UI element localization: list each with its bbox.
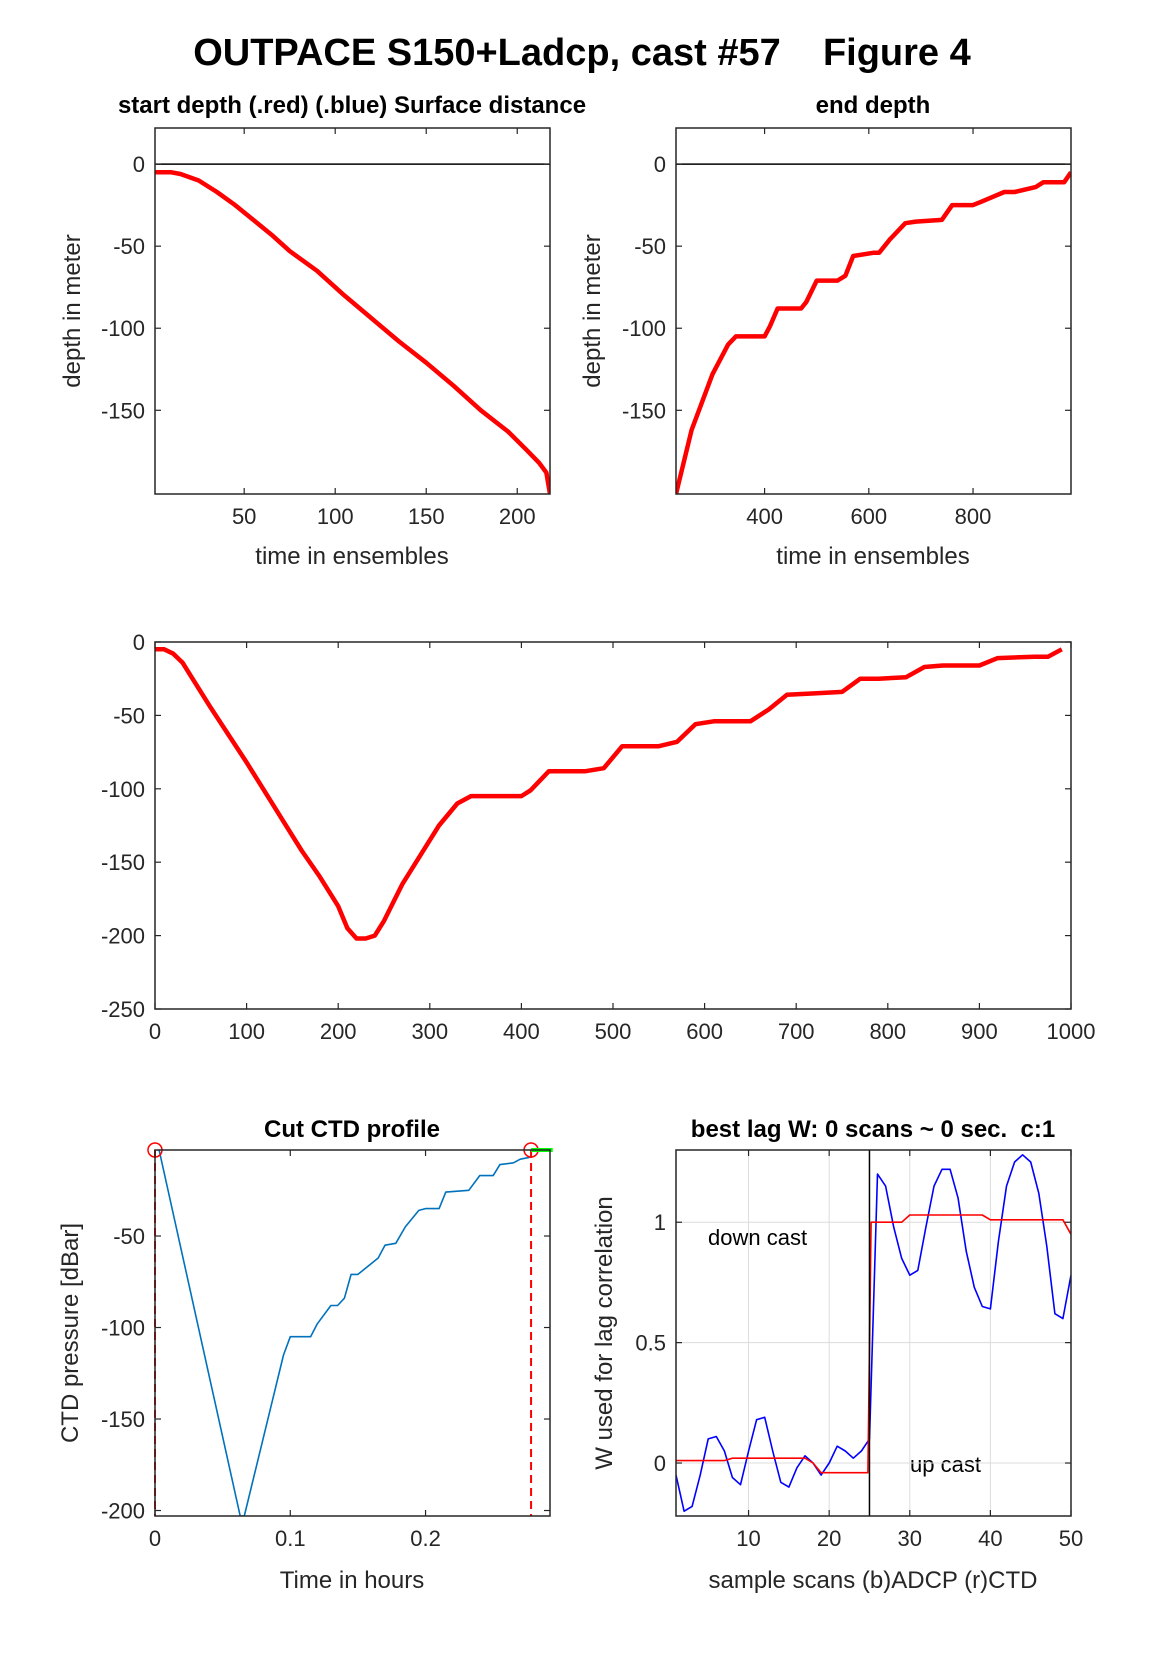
whole-series-0-line bbox=[155, 647, 1063, 941]
panel-lag-correlation: best lag W: 0 scans ~ 0 sec. c:1 sample … bbox=[591, 1116, 1083, 1594]
end-axes-box bbox=[675, 127, 1072, 495]
whole-axes-box bbox=[154, 641, 1072, 1010]
lag-title: best lag W: 0 scans ~ 0 sec. c:1 bbox=[691, 1116, 1055, 1143]
ctd-axes-box bbox=[154, 1149, 551, 1517]
whole-xtick-label-1: 100 bbox=[228, 1019, 265, 1044]
ctd-title: Cut CTD profile bbox=[264, 1116, 440, 1143]
whole-xtick-label-10: 1000 bbox=[1047, 1019, 1096, 1044]
start-depth-title: start depth (.red) (.blue) Surface dista… bbox=[118, 92, 586, 119]
lag-xtick-label-3: 40 bbox=[978, 1526, 1002, 1551]
whole-xtick-label-5: 500 bbox=[595, 1019, 632, 1044]
lag-xtick-label-1: 20 bbox=[817, 1526, 841, 1551]
start-ytick-label-1: -100 bbox=[101, 316, 145, 341]
start-ytick-label-2: -50 bbox=[113, 234, 145, 259]
panel-whole-cast: 0 100 200 300 400 500 600 700 800 900 1000 -250 -200… bbox=[101, 630, 1096, 1044]
ctd-xtick-label-1: 0.1 bbox=[275, 1526, 306, 1551]
end-xtick-label-2: 800 bbox=[955, 504, 992, 529]
panel-ctd-profile: Cut CTD profile Time in hours CTD pressu… bbox=[57, 1116, 553, 1594]
lag-ylabel: W used for lag correlation bbox=[591, 1196, 618, 1469]
start-depth-xlabel: time in ensembles bbox=[255, 543, 448, 570]
lag-xlabel: sample scans (b)ADCP (r)CTD bbox=[709, 1567, 1038, 1594]
start-depth-ylabel: depth in meter bbox=[59, 234, 86, 387]
lag-xtick-label-0: 10 bbox=[736, 1526, 760, 1551]
end-depth-ylabel: depth in meter bbox=[579, 234, 606, 387]
annotation-up-cast: up cast bbox=[910, 1452, 981, 1477]
whole-xtick-label-6: 600 bbox=[686, 1019, 723, 1044]
lag-ytick-label-0: 0 bbox=[654, 1451, 666, 1476]
whole-ytick-label-1: -200 bbox=[101, 924, 145, 949]
ctd-ytick-label-1: -150 bbox=[101, 1407, 145, 1432]
lag-series-ctd-line bbox=[676, 1214, 1071, 1474]
lag-xtick-label-2: 30 bbox=[898, 1526, 922, 1551]
ctd-ytick-label-2: -100 bbox=[101, 1316, 145, 1341]
end-depth-title: end depth bbox=[816, 92, 931, 119]
whole-ytick-label-0: -250 bbox=[101, 997, 145, 1022]
whole-xtick-label-0: 0 bbox=[149, 1019, 161, 1044]
ctd-xtick-label-2: 0.2 bbox=[410, 1526, 441, 1551]
annotation-down-cast: down cast bbox=[708, 1225, 807, 1250]
whole-xtick-label-8: 800 bbox=[869, 1019, 906, 1044]
ctd-ytick-label-0: -200 bbox=[101, 1499, 145, 1524]
start-axes-box bbox=[154, 127, 551, 495]
start-ytick-label-0: -150 bbox=[101, 398, 145, 423]
lag-series-adcp-line bbox=[676, 1154, 1071, 1512]
end-xtick-label-1: 600 bbox=[850, 504, 887, 529]
start-xtick-label-2: 150 bbox=[408, 504, 445, 529]
panel-start-depth: start depth (.red) (.blue) Surface dista… bbox=[59, 92, 586, 570]
whole-ytick-label-2: -150 bbox=[101, 850, 145, 875]
whole-xtick-label-9: 900 bbox=[961, 1019, 998, 1044]
figure-title: OUTPACE S150+Ladcp, cast #57 Figure 4 bbox=[193, 32, 971, 74]
whole-xtick-label-7: 700 bbox=[778, 1019, 815, 1044]
whole-xtick-label-2: 200 bbox=[320, 1019, 357, 1044]
start-series-0-line bbox=[155, 170, 550, 494]
end-ytick-label-3: 0 bbox=[654, 152, 666, 177]
end-ytick-label-0: -150 bbox=[622, 398, 666, 423]
ctd-xlabel: Time in hours bbox=[280, 1567, 425, 1594]
lag-ytick-label-2: 1 bbox=[654, 1210, 666, 1235]
end-ytick-label-2: -50 bbox=[634, 234, 666, 259]
lag-axes-box bbox=[675, 1149, 1072, 1517]
ctd-ytick-label-3: -50 bbox=[113, 1224, 145, 1249]
whole-xtick-label-4: 400 bbox=[503, 1019, 540, 1044]
ctd-ylabel: CTD pressure [dBar] bbox=[57, 1223, 84, 1443]
start-xtick-label-1: 100 bbox=[317, 504, 354, 529]
lag-xtick-label-4: 50 bbox=[1059, 1526, 1083, 1551]
end-depth-xlabel: time in ensembles bbox=[776, 543, 969, 570]
lag-ytick-label-1: 0.5 bbox=[635, 1331, 666, 1356]
end-ytick-label-1: -100 bbox=[622, 316, 666, 341]
whole-xtick-label-3: 300 bbox=[411, 1019, 448, 1044]
whole-ytick-label-4: -50 bbox=[113, 703, 145, 728]
end-series-0-line bbox=[676, 171, 1071, 494]
start-ytick-label-3: 0 bbox=[133, 152, 145, 177]
start-xtick-label-3: 200 bbox=[499, 504, 536, 529]
start-xtick-label-0: 50 bbox=[232, 504, 256, 529]
ctd-xtick-label-0: 0 bbox=[149, 1526, 161, 1551]
ctd-series-0-line bbox=[158, 1150, 530, 1516]
whole-ytick-label-3: -100 bbox=[101, 777, 145, 802]
whole-ytick-label-5: 0 bbox=[133, 630, 145, 655]
panel-end-depth: end depth time in ensembles depth in met… bbox=[579, 92, 1072, 570]
end-xtick-label-0: 400 bbox=[746, 504, 783, 529]
